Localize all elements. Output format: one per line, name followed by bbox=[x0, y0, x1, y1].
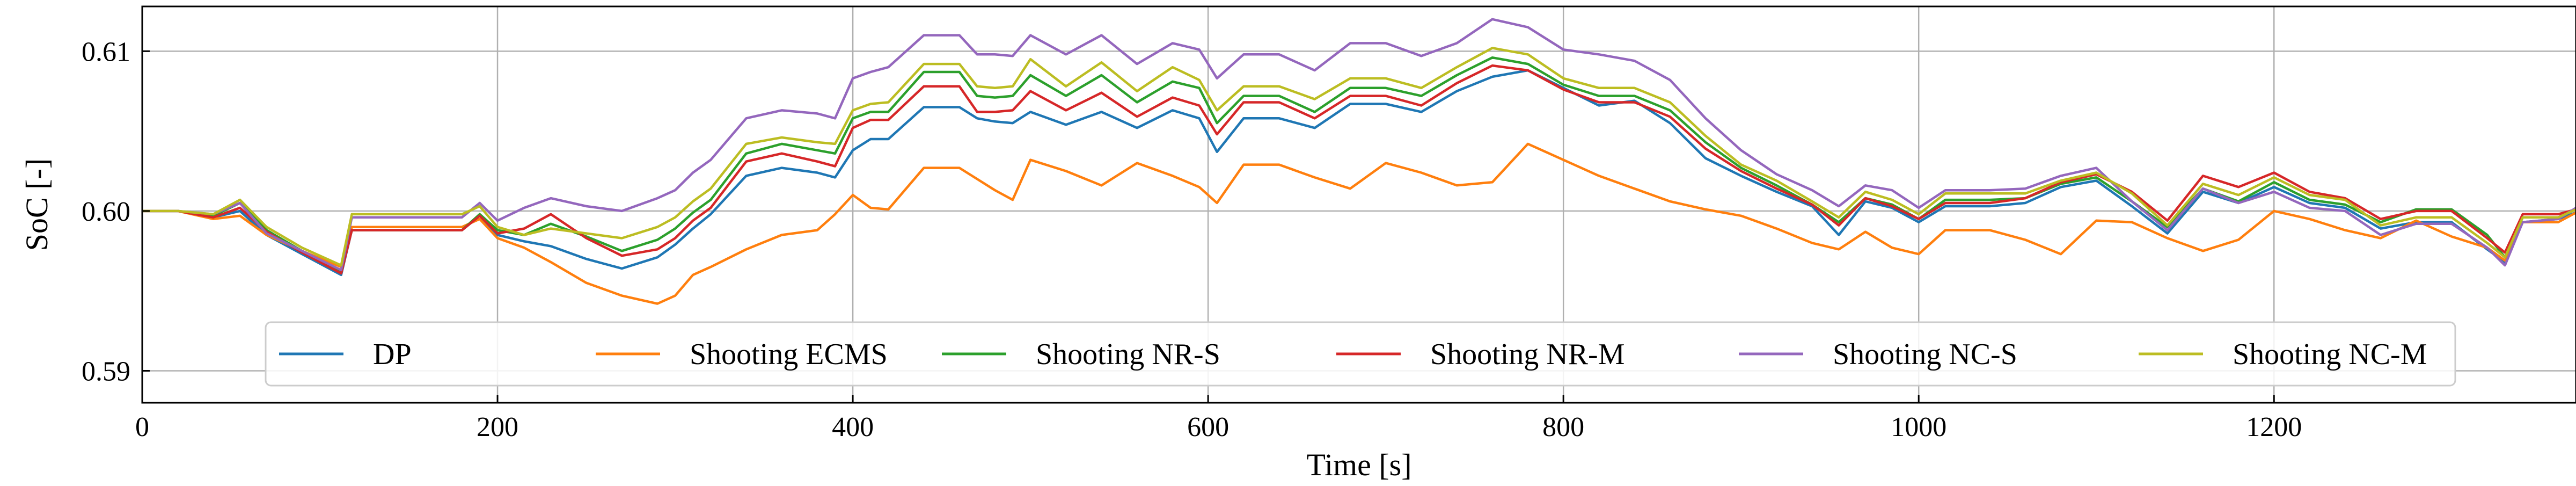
legend-label: DP bbox=[373, 338, 412, 371]
axis-ticks: 0 200 400 600 800 1000 1200 0.59 0.60 0.61 bbox=[82, 37, 2302, 443]
series-line-shooting-nc-m bbox=[142, 47, 2576, 267]
plot-frame bbox=[141, 5, 2576, 404]
legend-label: Shooting NC-S bbox=[1833, 338, 2017, 371]
x-tick-label: 400 bbox=[832, 412, 874, 443]
x-tick-label: 0 bbox=[135, 412, 149, 443]
y-tick-label: 0.59 bbox=[82, 356, 130, 387]
x-tick-label: 600 bbox=[1187, 412, 1229, 443]
series-line-dp bbox=[142, 69, 2576, 277]
y-axis-title: SoC [-] bbox=[19, 158, 54, 251]
legend-label: Shooting ECMS bbox=[690, 338, 888, 371]
y-tick-label: 0.60 bbox=[82, 197, 130, 227]
legend-label: Shooting NR-M bbox=[1430, 338, 1625, 371]
x-tick-label: 800 bbox=[1542, 412, 1584, 443]
y-tick-label: 0.61 bbox=[82, 37, 130, 67]
series-line-shooting-nr-s bbox=[142, 56, 2576, 273]
series-line-shooting-ecms bbox=[142, 142, 2576, 305]
x-axis-title: Time [s] bbox=[1306, 447, 1411, 482]
series-lines bbox=[142, 18, 2576, 305]
legend-label: Shooting NR-S bbox=[1036, 338, 1220, 371]
x-tick-label: 1200 bbox=[2246, 412, 2302, 443]
legend-label: Shooting NC-M bbox=[2233, 338, 2427, 371]
series-line-shooting-nr-m bbox=[142, 64, 2576, 275]
series-line-shooting-nc-s bbox=[142, 18, 2576, 272]
legend: DP Shooting ECMS Shooting NR-S Shooting NR-… bbox=[265, 321, 2456, 387]
x-tick-label: 1000 bbox=[1891, 412, 1946, 443]
x-tick-label: 200 bbox=[477, 412, 518, 443]
